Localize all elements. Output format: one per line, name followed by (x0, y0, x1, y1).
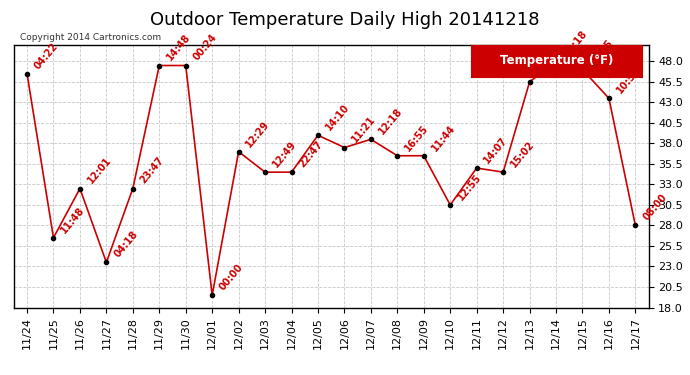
Text: 12:18: 12:18 (377, 106, 404, 136)
Text: 14:48: 14:48 (165, 33, 193, 63)
Text: 22:47: 22:47 (297, 139, 325, 170)
Text: 04:18: 04:18 (112, 230, 139, 260)
Text: 14:07: 14:07 (482, 135, 510, 165)
Text: Outdoor Temperature Daily High 20141218: Outdoor Temperature Daily High 20141218 (150, 11, 540, 29)
Text: Copyright 2014 Cartronics.com: Copyright 2014 Cartronics.com (20, 33, 161, 42)
Text: 11:48: 11:48 (59, 205, 87, 235)
Text: 00:24: 00:24 (191, 33, 219, 63)
Text: 12:49: 12:49 (270, 139, 298, 170)
Text: 19:04: 19:04 (535, 49, 563, 79)
Text: 12:29: 12:29 (244, 119, 272, 149)
Text: 12:05: 12:05 (588, 37, 615, 67)
Text: 23:47: 23:47 (139, 156, 166, 186)
Text: 12:55: 12:55 (456, 172, 484, 202)
Text: 04:22: 04:22 (32, 41, 60, 71)
Text: 15:02: 15:02 (509, 139, 536, 170)
Text: 10:57: 10:57 (615, 65, 642, 96)
Text: 14:10: 14:10 (324, 102, 351, 132)
Text: 12:18: 12:18 (562, 28, 589, 58)
Text: 08:00: 08:00 (641, 192, 669, 223)
Text: 16:55: 16:55 (403, 123, 431, 153)
Text: 12:01: 12:01 (86, 156, 113, 186)
Text: 11:21: 11:21 (350, 115, 377, 145)
Text: 00:00: 00:00 (218, 262, 246, 292)
Text: 11:44: 11:44 (429, 123, 457, 153)
